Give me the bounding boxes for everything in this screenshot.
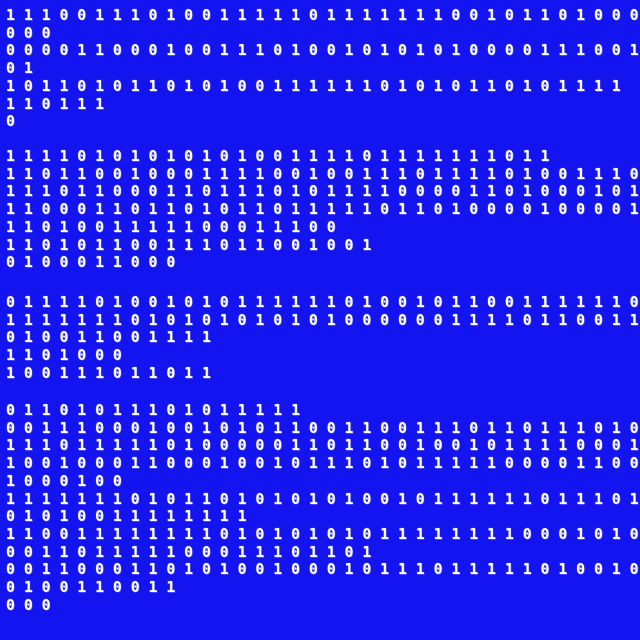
binary-line: 0 0 0 0 1 1 0 0 0 1 0 0 1 1 1 0 1 0 0 1 …: [6, 42, 639, 60]
binary-line: 1 1 0 1 0 0 0: [6, 347, 122, 365]
binary-line: 0 0 0: [6, 24, 51, 42]
binary-line: 0 1 0 1 0 0 1 1 1 1 1 1 1 1: [6, 508, 247, 526]
binary-line: 1 1 0 1 0 1 1 0 0 1 1 1 0 1 1 0 0 1 0 0 …: [6, 236, 372, 254]
binary-line: 1 1 0 1 1 0 0 1 0 0 0 1 1 1 1 0 0 1 0 0 …: [6, 165, 639, 183]
binary-line: 1 1 1 1 1 1 1 0 1 0 1 0 1 0 1 0 1 0 1 0 …: [6, 311, 639, 329]
binary-line: 0 0 1 1 0 1 1 1 1 1 0 0 0 1 1 1 0 1 1 0 …: [6, 543, 372, 561]
binary-line: 1 0 0 0 1 0 0: [6, 472, 122, 490]
binary-line: 0: [6, 113, 15, 131]
binary-line: 0 1 1 0 1 0 1 1 1 0 1 0 1 1 1 1 1: [6, 402, 300, 419]
binary-line: 0 0 1 1 0 0 0 1 1 0 1 0 1 0 0 1 0 0 0 1 …: [6, 561, 639, 579]
binary-line: 1 1 1 1 0 1 0 1 0 1 0 1 0 1 0 0 1 1 1 1 …: [6, 148, 550, 165]
binary-line: 0 1 0 0 1 1 0 0 1 1: [6, 579, 176, 597]
binary-line: 0 1 0 0 0 1 1 0 0 0: [6, 254, 176, 272]
binary-line: 0 1: [6, 60, 33, 78]
binary-line: 1 1 0 1 1 1: [6, 95, 104, 113]
binary-block-1: 1 1 1 0 0 1 1 1 0 1 0 0 1 1 1 1 1 0 1 1 …: [6, 7, 640, 131]
binary-line: 1 0 1 1 0 1 0 1 1 0 1 0 1 0 0 1 1 1 1 1 …: [6, 77, 621, 95]
binary-line: 1 1 0 0 0 1 1 0 1 1 0 1 0 1 1 0 1 1 1 1 …: [6, 201, 639, 219]
binary-line: 1 0 0 1 0 0 0 1 1 0 0 0 1 0 0 1 0 1 1 1 …: [6, 455, 639, 473]
binary-block-2: 1 1 1 1 0 1 0 1 0 1 0 1 0 1 0 0 1 1 1 1 …: [6, 148, 640, 272]
binary-line: 0 1 0 0 1 1 0 0 1 1 1 1: [6, 329, 211, 347]
binary-line: 0 1 1 1 1 0 1 0 0 1 0 1 0 1 1 1 1 1 1 0 …: [6, 294, 639, 311]
binary-line: 1 1 1 0 1 1 0 0 0 1 1 0 1 1 1 0 1 0 1 1 …: [6, 183, 639, 201]
binary-line: 1 1 1 1 1 1 1 0 1 0 1 1 0 1 0 1 0 1 0 1 …: [6, 490, 639, 508]
binary-line: 0 0 0: [6, 596, 51, 614]
binary-line: 1 1 1 0 0 1 1 1 0 1 0 0 1 1 1 1 1 0 1 1 …: [6, 7, 639, 24]
binary-line: 0 0 1 1 1 0 0 0 1 0 0 1 0 1 0 1 1 0 0 1 …: [6, 419, 639, 437]
binary-line: 1 0 0 1 1 1 0 1 1 0 1 1: [6, 364, 211, 382]
binary-line: 1 1 0 0 1 1 1 1 1 1 1 1 0 1 0 1 0 1 0 1 …: [6, 525, 639, 543]
binary-line: 1 1 0 1 0 0 1 1 1 1 1 0 0 0 1 1 1 0 0: [6, 218, 336, 236]
binary-line: 1 1 1 0 1 1 1 1 1 0 1 0 0 0 0 0 1 1 0 1 …: [6, 437, 639, 455]
binary-block-3: 0 1 1 1 1 0 1 0 0 1 0 1 0 1 1 1 1 1 1 0 …: [6, 294, 640, 383]
